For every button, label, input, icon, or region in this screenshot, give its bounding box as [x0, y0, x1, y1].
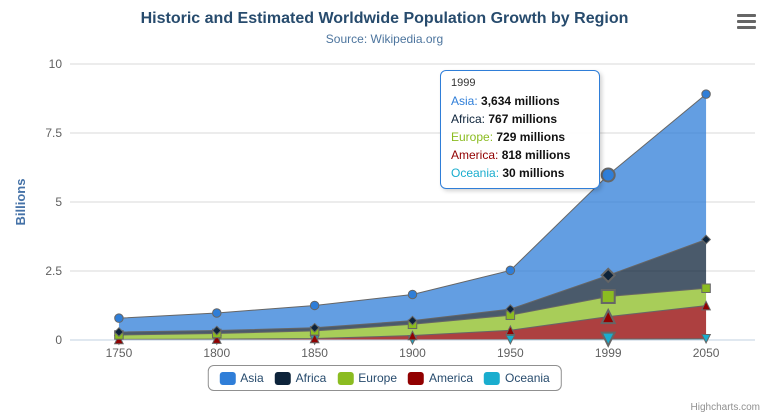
- legend-item-europe[interactable]: Europe: [337, 371, 397, 385]
- y-axis-label-0: 0: [55, 333, 62, 347]
- marker-africa-1800[interactable]: [211, 325, 222, 336]
- marker-africa-1900[interactable]: [407, 315, 418, 326]
- x-axis-label-1750: 1750: [106, 346, 133, 360]
- y-axis-label-7.5: 7.5: [45, 126, 62, 140]
- marker-america-1900[interactable]: [407, 330, 418, 341]
- legend: Asia Africa Europe America Oceania: [207, 365, 562, 391]
- x-axis-label-1900: 1900: [399, 346, 426, 360]
- marker-oceania-1999[interactable]: [600, 331, 617, 348]
- tooltip-series-name: Asia:: [451, 94, 482, 108]
- hamburger-menu-icon: [737, 14, 756, 17]
- y-axis-label-2.5: 2.5: [45, 264, 62, 278]
- marker-africa-1850[interactable]: [309, 322, 320, 333]
- y-axis-label-5: 5: [55, 195, 62, 209]
- legend-label: America: [429, 371, 474, 385]
- legend-swatch-asia: [219, 371, 236, 385]
- credits-link[interactable]: Highcharts.com: [690, 402, 760, 413]
- export-menu-button[interactable]: [737, 14, 756, 29]
- x-axis-label-1950: 1950: [497, 346, 524, 360]
- marker-europe-1999[interactable]: [600, 288, 616, 304]
- tooltip-rows: Asia: 3,634 millions Africa: 767 millions…: [451, 92, 589, 182]
- tooltip-series-name: Oceania:: [451, 166, 503, 180]
- legend-swatch-europe: [337, 371, 354, 385]
- marker-asia-1850[interactable]: [309, 300, 320, 311]
- marker-oceania-2050[interactable]: [701, 333, 712, 345]
- marker-asia-1900[interactable]: [407, 289, 418, 300]
- y-axis-label-10: 10: [49, 57, 63, 71]
- marker-africa-1950[interactable]: [505, 304, 516, 315]
- marker-africa-1750[interactable]: [113, 327, 124, 337]
- tooltip-series-name: America:: [451, 148, 502, 162]
- x-axis-label-1999: 1999: [595, 346, 622, 360]
- marker-asia-1950[interactable]: [505, 265, 516, 276]
- legend-swatch-america: [408, 371, 425, 385]
- legend-swatch-africa: [274, 371, 291, 385]
- legend-label: Africa: [295, 371, 327, 385]
- tooltip-series-value: 767 millions: [488, 112, 558, 126]
- x-axis-label-1800: 1800: [203, 346, 230, 360]
- area-america[interactable]: [118, 305, 707, 340]
- area-africa[interactable]: [118, 239, 707, 335]
- marker-asia-1750[interactable]: [114, 313, 124, 323]
- tooltip-row-europe: Europe: 729 millions: [451, 128, 589, 146]
- marker-europe-2050[interactable]: [701, 283, 711, 293]
- tooltip-row-africa: Africa: 767 millions: [451, 110, 589, 128]
- legend-label: Asia: [240, 371, 264, 385]
- chart-title: Historic and Estimated Worldwide Populat…: [140, 10, 629, 27]
- legend-item-asia[interactable]: Asia: [219, 371, 264, 385]
- marker-america-1950[interactable]: [505, 324, 516, 336]
- marker-america-2050[interactable]: [701, 300, 712, 311]
- marker-asia-2050[interactable]: [701, 89, 711, 99]
- legend-item-oceania[interactable]: Oceania: [484, 371, 550, 385]
- hamburger-menu-icon: [737, 20, 756, 23]
- legend-swatch-oceania: [484, 371, 501, 385]
- tooltip-series-value: 818 millions: [501, 148, 571, 162]
- tooltip-row-asia: Asia: 3,634 millions: [451, 92, 589, 110]
- x-axis-label-2050: 2050: [693, 346, 720, 360]
- y-axis-title: Billions: [13, 179, 28, 226]
- legend-item-america[interactable]: America: [408, 371, 473, 385]
- tooltip-header: 1999: [451, 77, 476, 89]
- tooltip-series-value: 3,634 millions: [481, 94, 560, 108]
- legend-item-africa[interactable]: Africa: [274, 371, 327, 385]
- hamburger-menu-icon: [737, 26, 756, 29]
- marker-oceania-1950[interactable]: [505, 334, 516, 346]
- marker-america-1999[interactable]: [600, 307, 617, 325]
- marker-africa-1999[interactable]: [600, 267, 617, 284]
- tooltip-series-value: 30 millions: [502, 166, 565, 180]
- legend-label: Oceania: [505, 371, 550, 385]
- x-axis-label-1850: 1850: [301, 346, 328, 360]
- legend-label: Europe: [358, 371, 398, 385]
- tooltip-series-name: Europe:: [451, 130, 497, 144]
- tooltip-row-america: America: 818 millions: [451, 146, 589, 164]
- tooltip-series-value: 729 millions: [496, 130, 566, 144]
- marker-africa-2050[interactable]: [701, 234, 712, 245]
- marker-america-1850[interactable]: [309, 333, 320, 344]
- area-asia[interactable]: [118, 94, 707, 333]
- chart-subtitle: Source: Wikipedia.org: [325, 32, 444, 46]
- tooltip-series-name: Africa:: [451, 112, 489, 126]
- marker-asia-1999[interactable]: [600, 167, 616, 183]
- tooltip: 1999 Asia: 3,634 millions Africa: 767 mil…: [440, 70, 600, 189]
- tooltip-row-oceania: Oceania: 30 millions: [451, 164, 589, 182]
- marker-asia-1800[interactable]: [212, 308, 222, 318]
- marker-america-1800[interactable]: [211, 333, 222, 344]
